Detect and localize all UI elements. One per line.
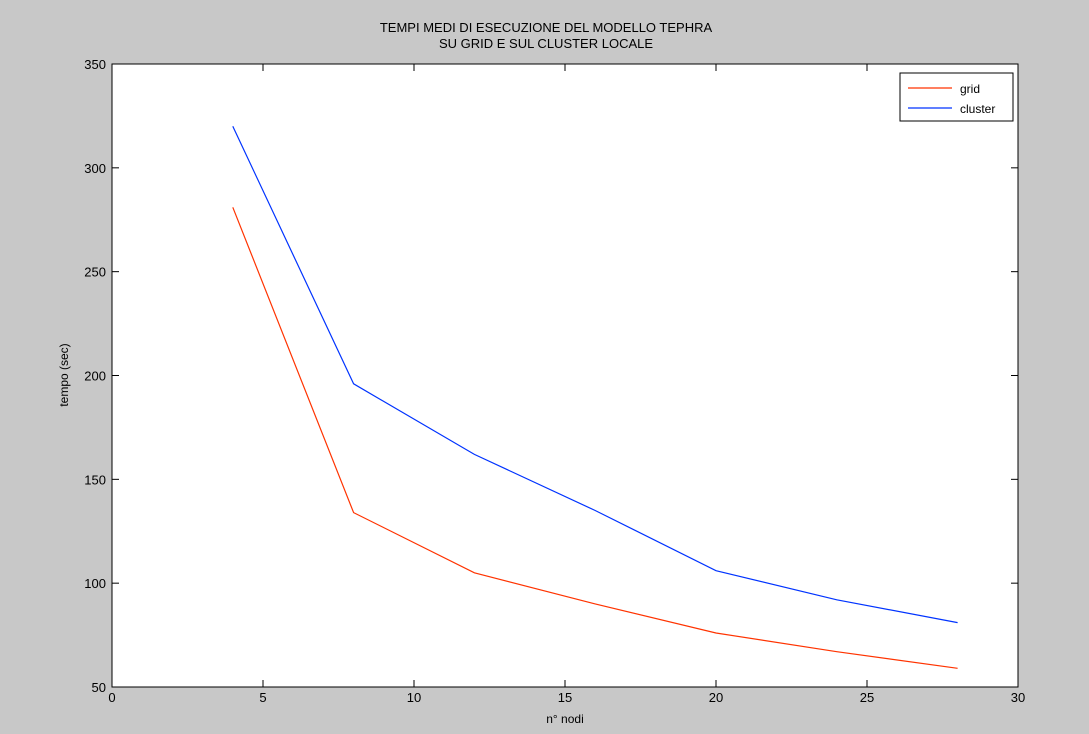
legend-label-grid: grid bbox=[960, 82, 980, 96]
y-tick-label: 50 bbox=[92, 680, 106, 695]
x-tick-label: 10 bbox=[407, 690, 421, 705]
plot-area bbox=[111, 63, 1019, 688]
y-tick-label: 100 bbox=[84, 576, 106, 591]
x-tick-label: 0 bbox=[108, 690, 115, 705]
legend-box bbox=[899, 72, 1014, 122]
y-axis-label: tempo (sec) bbox=[57, 343, 71, 406]
series-lines bbox=[232, 126, 958, 669]
y-tick-label: 350 bbox=[84, 57, 106, 72]
legend-label-cluster: cluster bbox=[960, 102, 995, 116]
legend: grid cluster bbox=[899, 72, 1014, 122]
y-tick-label: 200 bbox=[84, 369, 106, 384]
x-axis-label: n° nodi bbox=[546, 712, 584, 726]
y-tick-label: 300 bbox=[84, 161, 106, 176]
series-line-grid bbox=[232, 207, 958, 669]
x-tick-label: 15 bbox=[558, 690, 572, 705]
x-tick-label: 20 bbox=[709, 690, 723, 705]
chart-title-line-1: TEMPI MEDI DI ESECUZIONE DEL MODELLO TEP… bbox=[380, 20, 713, 35]
x-tick-label: 5 bbox=[259, 690, 266, 705]
chart-title-line-2: SU GRID E SUL CLUSTER LOCALE bbox=[439, 36, 653, 51]
x-tick-label: 30 bbox=[1011, 690, 1025, 705]
axis-ticks: 0 5 10 15 20 25 30 50 100 150 200 250 300 350 bbox=[84, 57, 1025, 705]
x-tick-label: 25 bbox=[860, 690, 874, 705]
series-line-cluster bbox=[232, 126, 958, 624]
y-tick-label: 250 bbox=[84, 265, 106, 280]
y-tick-label: 150 bbox=[84, 472, 106, 487]
